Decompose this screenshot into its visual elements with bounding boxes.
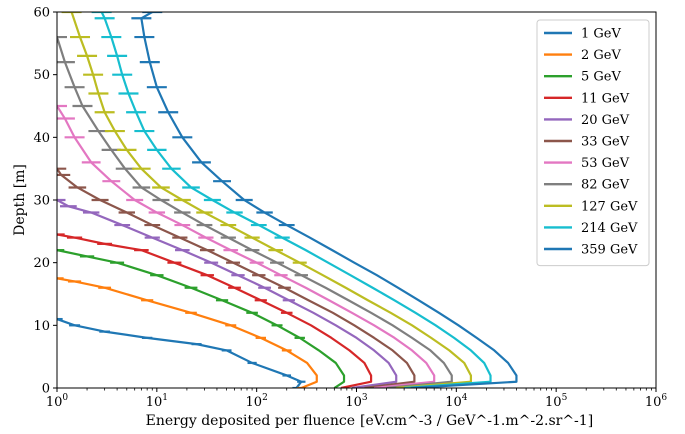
x-tick-label: 105	[545, 393, 568, 410]
x-tick-label: 101	[146, 393, 168, 410]
x-tick-label: 106	[645, 393, 668, 410]
series-359-gev	[131, 12, 518, 388]
legend-label: 127 GeV	[581, 199, 638, 214]
y-tick-label: 20	[33, 256, 50, 271]
legend-label: 359 GeV	[581, 243, 638, 258]
legend-item: 359 GeV	[544, 243, 638, 258]
axis-ticks: 0 10 20 30 40 50 60 100 101 102 103 104 105 106	[33, 6, 667, 411]
x-axis-unit: [eV.cm^-3 / GeV^-1.m^-2.sr^-1]	[360, 413, 593, 429]
series-2-gev	[57, 277, 318, 388]
y-tick-label: 10	[33, 319, 50, 334]
legend-item: 127 GeV	[544, 199, 638, 214]
series-line	[57, 105, 436, 388]
y-tick-label: 30	[33, 194, 50, 209]
series-line	[57, 199, 398, 388]
legend-item: 1 GeV	[544, 27, 621, 42]
series-33-gev	[57, 167, 416, 388]
y-tick-label: 40	[33, 131, 50, 146]
y-tick-label: 50	[33, 68, 50, 83]
series-53-gev	[57, 104, 436, 388]
legend-box	[536, 19, 650, 267]
legend-item: 5 GeV	[544, 70, 621, 85]
legend-label: 33 GeV	[581, 135, 630, 150]
legend-item: 11 GeV	[544, 91, 630, 106]
series-5-gev	[57, 249, 346, 388]
legend-item: 53 GeV	[544, 156, 630, 171]
legend-label: 82 GeV	[581, 178, 630, 193]
legend-item: 2 GeV	[544, 48, 621, 63]
series-line	[57, 318, 303, 388]
series-line	[57, 249, 346, 388]
series-line	[57, 233, 373, 388]
legend-label: 1 GeV	[581, 27, 621, 42]
legend-item: 214 GeV	[544, 221, 638, 236]
x-tick-label: 100	[46, 393, 69, 410]
series-1-gev	[57, 317, 306, 388]
x-axis-label: Energy deposited per fluence [eV.cm^-3 /…	[146, 413, 594, 429]
series-127-gev	[61, 12, 473, 388]
y-axis-label: Depth [m]	[12, 164, 28, 236]
series-214-gev	[91, 12, 492, 388]
legend: 1 GeV 2 GeV 5 GeV 11 GeV 20 GeV 33 GeV 53 GeV 8…	[536, 19, 650, 267]
series-layer	[57, 12, 518, 388]
legend-item: 33 GeV	[544, 135, 630, 150]
x-tick-label: 102	[246, 393, 268, 410]
legend-label: 53 GeV	[581, 156, 630, 171]
legend-label: 5 GeV	[581, 70, 621, 85]
x-tick-label: 103	[345, 393, 368, 410]
series-11-gev	[57, 233, 373, 388]
legend-label: 2 GeV	[581, 48, 621, 63]
series-line	[57, 168, 416, 388]
y-tick-label: 60	[33, 6, 50, 21]
series-20-gev	[57, 198, 398, 388]
series-line	[140, 12, 518, 388]
legend-item: 20 GeV	[544, 113, 630, 128]
legend-label: 20 GeV	[581, 113, 630, 128]
y-tick-label: 0	[42, 382, 50, 397]
legend-label: 214 GeV	[581, 221, 638, 236]
legend-label: 11 GeV	[581, 91, 630, 106]
series-82-gev	[57, 35, 453, 388]
legend-item: 82 GeV	[544, 178, 630, 193]
x-axis-label-text: Energy deposited per fluence	[146, 413, 355, 429]
series-line	[100, 12, 492, 388]
x-tick-label: 104	[445, 393, 468, 410]
